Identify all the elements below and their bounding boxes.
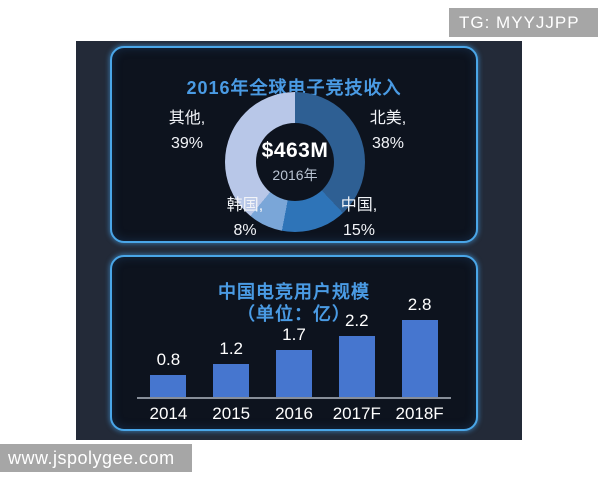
bar-value-label: 1.2 <box>219 339 244 358</box>
bar-value-label: 0.8 <box>156 350 181 369</box>
bar-value-label: 1.7 <box>282 325 306 344</box>
bar-group-2017f: 2.2 <box>325 295 388 397</box>
donut-center-year: 2016年 <box>272 167 318 183</box>
global-esports-revenue-panel: 2016年全球电子竞技收入 $463M 2016年 北美, 38% 中国, 15… <box>110 46 478 243</box>
slice-name: 韩国, <box>226 197 264 214</box>
slice-label-korea: 韩国, 8% <box>213 193 277 243</box>
bar-chart: 0.8 1.2 1.7 2.2 2.8 <box>137 295 451 397</box>
slice-percent: 39% <box>170 135 204 152</box>
donut-center: $463M 2016年 <box>256 123 334 201</box>
slice-label-china: 中国, 15% <box>325 193 393 243</box>
donut-center-value: $463M <box>261 139 329 162</box>
slice-percent: 8% <box>233 222 257 239</box>
slice-percent: 38% <box>371 135 405 152</box>
x-axis-label: 2014 <box>149 404 188 423</box>
slice-percent: 15% <box>342 222 376 239</box>
x-axis-labels: 2014 2015 2016 2017F 2018F <box>137 404 451 424</box>
tg-watermark-badge: TG: MYYJJPP <box>449 8 598 37</box>
china-esports-users-panel: 中国电竞用户规模 （单位：亿） 0.8 1.2 1.7 2.2 2.8 <box>110 255 478 431</box>
bar-group-2018f: 2.8 <box>388 295 451 397</box>
x-axis-label: 2015 <box>212 404 251 423</box>
bar-group-2015: 1.2 <box>200 295 263 397</box>
x-axis-label: 2017F <box>332 404 381 423</box>
bar-2017f <box>338 336 375 397</box>
bar-value-label: 2.8 <box>407 295 432 314</box>
site-watermark-badge: www.jspolygee.com <box>0 444 192 472</box>
bar-group-2014: 0.8 <box>137 295 200 397</box>
bar-group-2016: 1.7 <box>263 295 326 397</box>
bar-chart-title: 中国电竞用户规模 <box>218 281 370 302</box>
bar-2016 <box>275 350 312 397</box>
x-axis-label: 2018F <box>395 404 444 423</box>
slice-name: 其他, <box>168 110 206 127</box>
slice-label-north-america: 北美, 38% <box>356 106 420 156</box>
x-axis-line <box>137 397 451 399</box>
bar-2015 <box>213 364 250 397</box>
bar-2018f <box>401 320 438 397</box>
bar-chart-subtitle: （单位：亿） <box>237 303 351 324</box>
bar-2014 <box>150 375 187 397</box>
x-axis-label: 2016 <box>275 404 313 423</box>
donut-chart: $463M 2016年 <box>225 92 365 232</box>
infographic-canvas: 2016年全球电子竞技收入 $463M 2016年 北美, 38% 中国, 15… <box>76 41 522 440</box>
slice-name: 北美, <box>369 110 407 127</box>
slice-label-other: 其他, 39% <box>155 106 219 156</box>
slice-name: 中国, <box>340 197 378 214</box>
bar-value-label: 2.2 <box>344 311 369 330</box>
donut-chart-title: 2016年全球电子竞技收入 <box>186 77 402 98</box>
